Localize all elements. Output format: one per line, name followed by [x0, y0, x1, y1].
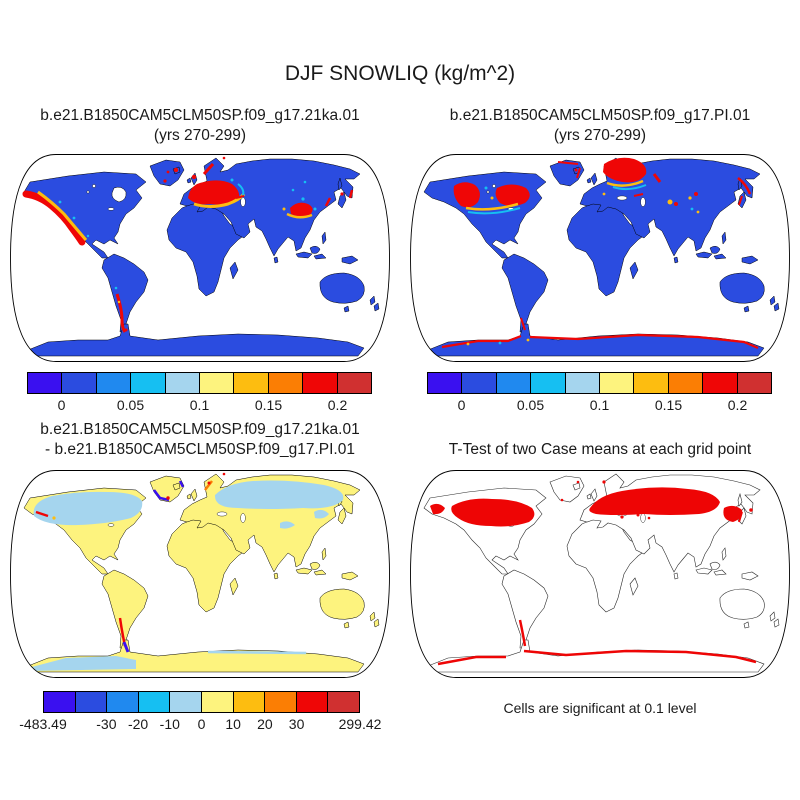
colorbar-cell: [600, 373, 635, 393]
colorbar-cell: [462, 373, 497, 393]
panel-title-line: (yrs 270-299): [153, 127, 247, 144]
panel-title-diff: b.e21.B1850CAM5CLM50SP.f09_g17.21ka.01 - …: [0, 420, 400, 460]
map-pi: [410, 154, 790, 362]
panel-title-line: b.e21.B1850CAM5CLM50SP.f09_g17.21ka.01: [40, 421, 360, 438]
colorbar-tick: -30: [96, 716, 117, 732]
colorbar-cell: [96, 373, 132, 393]
colorbar-tick: 10: [225, 716, 241, 732]
significance-caption: Cells are significant at 0.1 level: [503, 700, 697, 716]
colorbar-cell: [268, 373, 304, 393]
colorbar-cell: [62, 373, 97, 393]
colorbar-tick: 0: [457, 397, 466, 413]
colorbar-tick: 0.2: [327, 397, 348, 413]
colorbar-cell: [201, 692, 234, 712]
colorbar-cell: [328, 692, 359, 712]
panel-title-ttest: T-Test of two Case means at each grid po…: [448, 441, 752, 458]
colorbar-cell: [565, 373, 601, 393]
snowliq-diff-overlay: [28, 472, 344, 671]
colorbar-cell: [496, 373, 532, 393]
figure-title: DJF SNOWLIQ (kg/m^2): [284, 62, 516, 85]
panel-title-line: b.e21.B1850CAM5CLM50SP.f09_g17.21ka.01: [40, 107, 360, 124]
panel-title-21ka: b.e21.B1850CAM5CLM50SP.f09_g17.21ka.01 (y…: [0, 106, 400, 146]
map-21ka: [10, 154, 390, 362]
colorbar-cells: [43, 691, 360, 713]
colorbar-tick: -10: [159, 716, 180, 732]
colorbar-tick: 0.1: [189, 397, 210, 413]
colorbar-tick: 0: [197, 716, 206, 732]
colorbar-cell: [303, 373, 338, 393]
colorbar-cell: [75, 692, 108, 712]
colorbar-21ka: 0 0.05 0.1 0.15 0.2: [27, 372, 372, 415]
colorbar-cell: [131, 373, 166, 393]
colorbar-cell: [200, 373, 235, 393]
snowliq-21ka-overlay: [22, 156, 354, 333]
colorbar-cell: [44, 692, 76, 712]
colorbar-cells: [27, 372, 372, 394]
map-ttest: [410, 470, 790, 678]
map-border: [10, 154, 390, 362]
colorbar-cell: [233, 692, 266, 712]
colorbar-tick: 0.05: [116, 397, 145, 413]
colorbar-cell: [165, 373, 201, 393]
colorbar-cell: [28, 373, 63, 393]
significance-overlay: [430, 480, 757, 666]
map-border: [410, 154, 790, 362]
colorbar-cell: [703, 373, 738, 393]
colorbar-ticks: -483.49 -30 -20 -10 0 10 20 30 299.42: [19, 716, 381, 734]
colorbar-tick: 30: [288, 716, 305, 732]
colorbar-cell: [107, 692, 139, 712]
panel-title-pi: b.e21.B1850CAM5CLM50SP.f09_g17.PI.01 (yrs…: [400, 106, 800, 146]
colorbar-tick: 0.15: [254, 397, 283, 413]
colorbar-cells: [427, 372, 772, 394]
snowliq-pi-overlay: [441, 157, 759, 350]
map-diff: [10, 470, 390, 678]
colorbar-tick: 0.05: [516, 397, 545, 413]
colorbar-cell: [138, 692, 171, 712]
colorbar-tick: 20: [257, 716, 273, 732]
panel-title-line: - b.e21.B1850CAM5CLM50SP.f09_g17.PI.01: [45, 441, 355, 458]
colorbar-tick: 0.1: [589, 397, 610, 413]
map-border: [410, 470, 790, 678]
colorbar-tick: 0: [57, 397, 66, 413]
colorbar-cell: [737, 373, 772, 393]
map-border: [10, 470, 390, 678]
panel-title-line: (yrs 270-299): [553, 127, 647, 144]
colorbar-tick: 0.15: [654, 397, 683, 413]
colorbar-cell: [234, 373, 269, 393]
colorbar-cell: [296, 692, 329, 712]
colorbar-cell: [531, 373, 566, 393]
colorbar-cell: [337, 373, 372, 393]
colorbar-cell: [668, 373, 704, 393]
colorbar-diff: -483.49 -30 -20 -10 0 10 20 30 299.42: [19, 691, 381, 734]
colorbar-cell: [170, 692, 202, 712]
colorbar-cell: [428, 373, 463, 393]
colorbar-cell: [634, 373, 669, 393]
colorbar-tick: -20: [127, 716, 149, 732]
colorbar-tick: 0.2: [727, 397, 748, 413]
panel-title-line: b.e21.B1850CAM5CLM50SP.f09_g17.PI.01: [449, 107, 751, 124]
colorbar-cell: [265, 692, 297, 712]
colorbar-ticks: 0 0.05 0.1 0.15 0.2: [427, 397, 772, 415]
colorbar-ticks: 0 0.05 0.1 0.15 0.2: [27, 397, 372, 415]
colorbar-tick: 299.42: [338, 716, 382, 732]
colorbar-pi: 0 0.05 0.1 0.15 0.2: [427, 372, 772, 415]
colorbar-tick: -483.49: [19, 716, 67, 732]
